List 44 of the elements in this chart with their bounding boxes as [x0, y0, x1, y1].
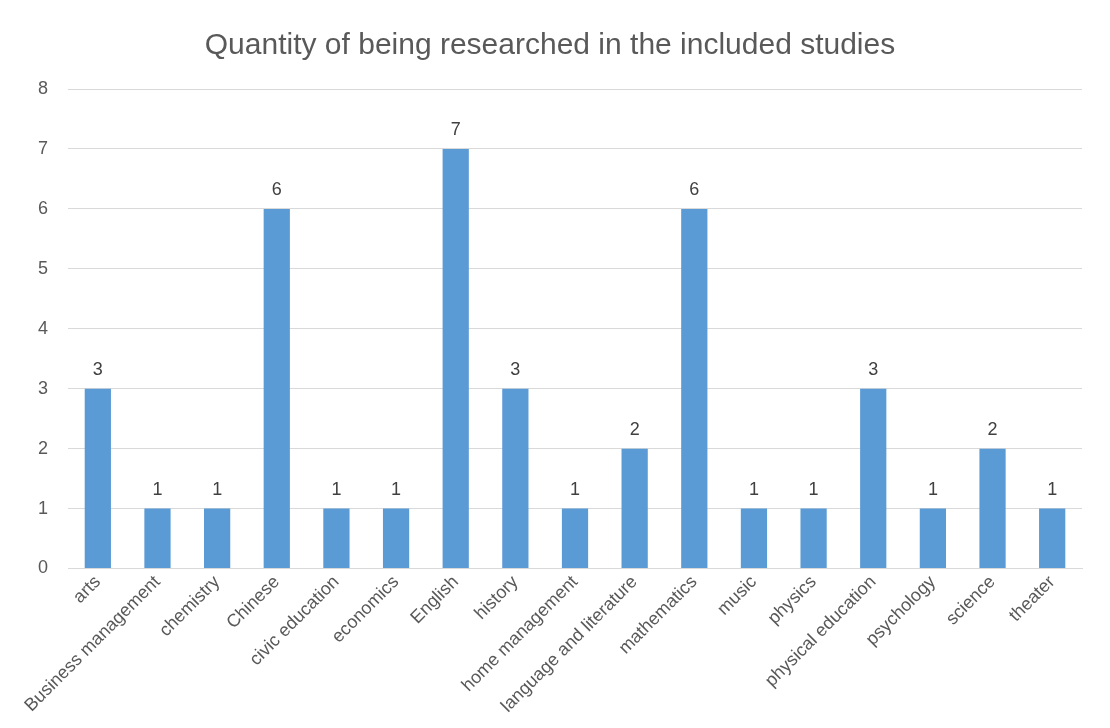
bar — [442, 148, 469, 569]
y-tick-label: 3 — [38, 377, 49, 398]
data-label: 3 — [510, 358, 521, 379]
bar — [263, 208, 290, 569]
bar — [1039, 508, 1066, 569]
y-tick-label: 7 — [38, 137, 49, 158]
data-label: 3 — [868, 358, 879, 379]
bar — [382, 508, 410, 569]
data-label: 1 — [331, 478, 342, 499]
data-label: 2 — [629, 418, 640, 439]
bar — [561, 508, 589, 569]
data-label: 1 — [927, 478, 938, 499]
bar — [84, 388, 111, 569]
y-tick-label: 4 — [38, 317, 49, 338]
data-label: 6 — [689, 178, 700, 199]
bar — [979, 448, 1006, 569]
bar — [144, 508, 171, 569]
bar — [621, 448, 648, 569]
bar — [502, 388, 529, 569]
data-label: 3 — [92, 358, 103, 379]
data-label: 2 — [987, 418, 998, 439]
data-label: 1 — [1047, 478, 1058, 499]
data-label: 1 — [391, 478, 402, 499]
data-label: 1 — [152, 478, 163, 499]
bar — [800, 508, 827, 569]
y-tick-label: 6 — [38, 197, 49, 218]
bar — [919, 508, 947, 569]
y-tick-label: 5 — [38, 257, 49, 278]
data-label: 1 — [748, 478, 759, 499]
bar — [860, 388, 887, 569]
data-label: 6 — [271, 178, 282, 199]
y-tick-label: 8 — [38, 77, 49, 98]
bar — [323, 508, 350, 569]
data-label: 7 — [450, 118, 461, 139]
data-label: 1 — [808, 478, 819, 499]
y-tick-label: 0 — [38, 557, 49, 578]
bar — [740, 508, 768, 569]
bar — [204, 508, 231, 569]
data-label: 1 — [570, 478, 581, 499]
data-label: 1 — [212, 478, 223, 499]
y-tick-label: 2 — [38, 437, 49, 458]
y-tick-label: 1 — [38, 497, 49, 518]
chart-title: Quantity of being researched in the included studies — [204, 27, 896, 61]
bar — [681, 208, 708, 569]
